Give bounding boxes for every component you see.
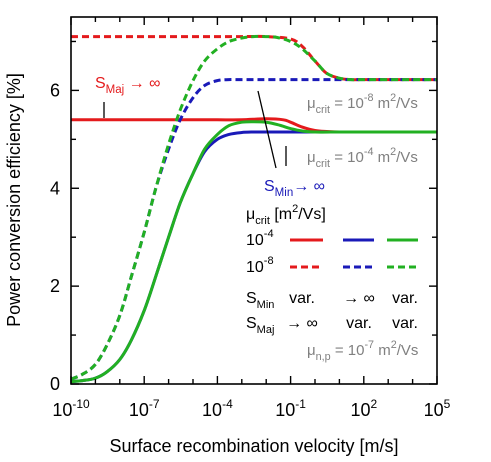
series-line-5-mu-1e-8 (71, 34, 437, 381)
legend-row-label: 10-8 (246, 255, 274, 276)
y-tick-label: 4 (50, 178, 60, 198)
series-line-3-mu-1e-8 (71, 34, 437, 82)
annotation-mu-crit-1e-4: μcrit = 10-4 m2/Vs (307, 146, 418, 170)
legend-row-label: 10-4 (246, 228, 274, 249)
legend: μcrit [m2/Vs]10-4 10-8 SMin var. → ∞ var. SMaj… (246, 203, 418, 336)
x-tick-label: 105 (424, 397, 451, 420)
legend-value: → ∞ (343, 290, 375, 307)
series-line-4-mu-1e-8 (71, 78, 437, 381)
y-axis-label: Power conversion efficiency [%] (4, 73, 24, 327)
plot-frame (70, 16, 438, 385)
legend-value: var. (392, 315, 418, 332)
x-axis-label: Surface recombination velocity [m/s] (109, 436, 398, 456)
x-tick-label: 10-4 (202, 397, 233, 420)
annotation-s-min-infinity: SMin→ ∞ (264, 178, 325, 199)
legend-value: var. (392, 290, 418, 307)
tick-labels: 10-10 10-7 10-4 10-1 102 105 0 2 4 6 (50, 80, 451, 420)
x-tick-label: 10-1 (275, 397, 306, 420)
legend-header: μcrit [m2/Vs] (246, 203, 326, 227)
pointer-s-min (257, 90, 277, 169)
y-tick-label: 6 (50, 80, 60, 100)
series-line-2-mu-1e-4 (71, 120, 437, 384)
annotation-s-maj-infinity: SMaj → ∞ (95, 75, 161, 96)
annotation-mu-np: μn,p = 10-7 m2/Vs (307, 339, 418, 363)
legend-smin-label: SMin (246, 290, 274, 311)
series-layer (71, 34, 437, 384)
x-tick-label: 10-10 (52, 397, 90, 420)
axis-ticks (70, 17, 438, 385)
annotations: SMaj → ∞ μcrit = 10-8 m2/Vs μcrit = 10-4 m… (95, 75, 418, 363)
legend-value: var. (346, 315, 372, 332)
legend-value: var. (289, 290, 315, 307)
y-tick-label: 0 (50, 374, 60, 394)
legend-value: → ∞ (286, 315, 318, 332)
y-tick-label: 2 (50, 276, 60, 296)
legend-smaj-label: SMaj (246, 315, 274, 336)
annotation-mu-crit-1e-8: μcrit = 10-8 m2/Vs (307, 92, 418, 116)
x-tick-label: 102 (350, 397, 377, 420)
x-tick-label: 10-7 (129, 397, 160, 420)
